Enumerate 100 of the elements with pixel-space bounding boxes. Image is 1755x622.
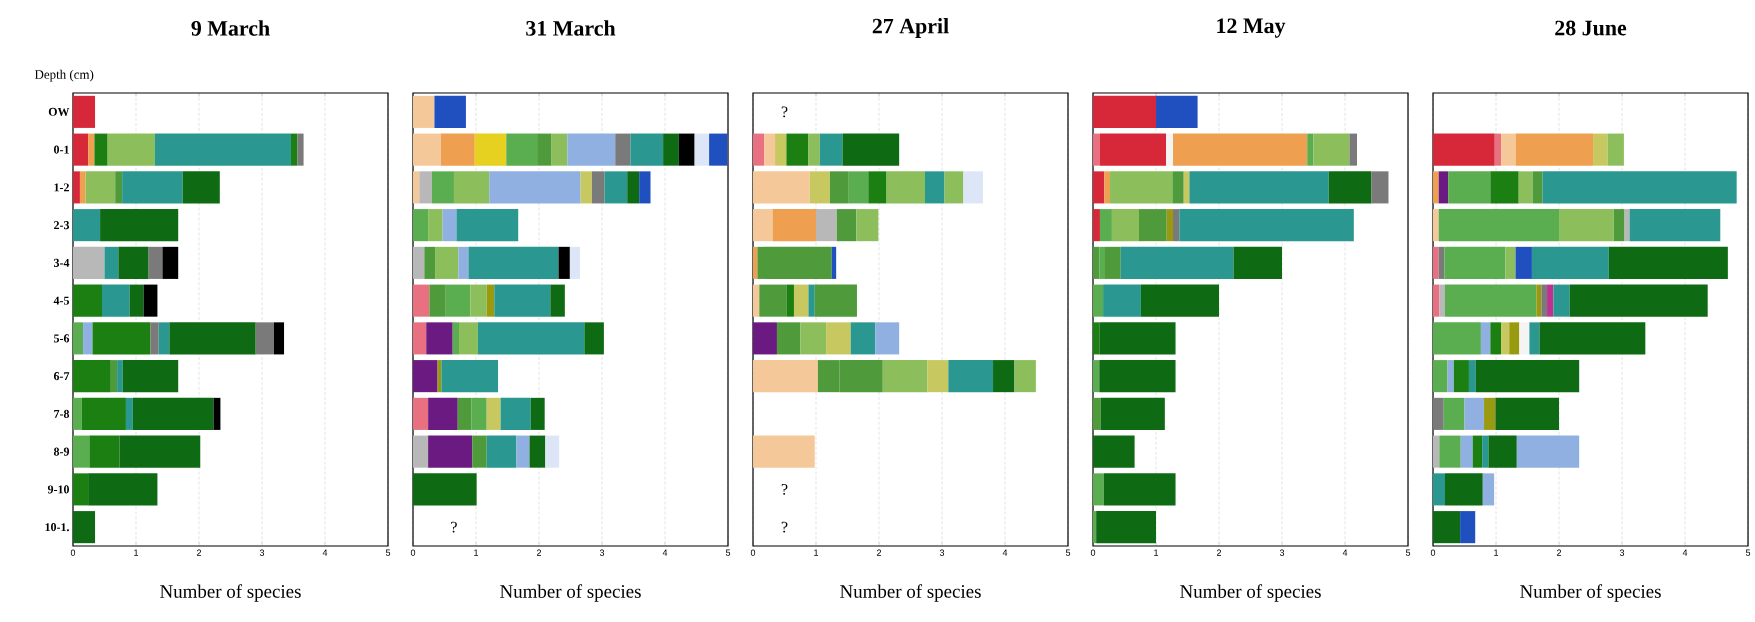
bar <box>1139 209 1167 242</box>
y-tick-label: 8-9 <box>53 447 70 456</box>
bar <box>79 171 86 204</box>
bar <box>413 435 429 468</box>
bar <box>868 171 887 204</box>
bar <box>1093 284 1104 317</box>
bar <box>486 397 501 430</box>
y-tick-label: 7-8 <box>54 409 70 418</box>
bar <box>1438 209 1560 242</box>
bar <box>419 171 432 204</box>
bar <box>1093 171 1105 204</box>
bar <box>786 284 794 317</box>
x-tick-label: 2 <box>196 549 202 556</box>
bar <box>842 133 900 166</box>
bar <box>1093 511 1097 544</box>
bar <box>948 360 994 393</box>
bar <box>470 284 487 317</box>
bar <box>793 284 809 317</box>
bar <box>786 133 809 166</box>
bar <box>1096 511 1157 544</box>
bar <box>1172 171 1184 204</box>
bar <box>580 171 592 204</box>
bar <box>819 133 843 166</box>
bar <box>1439 284 1445 317</box>
bar <box>489 171 581 204</box>
bar <box>1173 133 1308 166</box>
x-tick-label: 0 <box>750 549 756 556</box>
bar <box>413 322 427 355</box>
bar <box>1490 171 1519 204</box>
bar <box>122 171 183 204</box>
bar <box>1501 133 1516 166</box>
bar <box>753 133 765 166</box>
x-tick-label: 3 <box>599 549 605 556</box>
bar <box>1093 322 1100 355</box>
bar <box>1156 95 1198 128</box>
bar <box>694 133 710 166</box>
bar <box>1547 284 1554 317</box>
bar <box>158 322 170 355</box>
bar <box>753 435 815 468</box>
bar <box>615 133 631 166</box>
bar <box>1104 171 1111 204</box>
bar <box>1629 209 1721 242</box>
y-tick-label: 2-3 <box>54 221 70 230</box>
bar <box>1536 284 1542 317</box>
bar <box>115 171 123 204</box>
x-axis-title: Number of species <box>1520 584 1661 602</box>
chart-title: 9 March <box>191 20 270 36</box>
x-tick-label: 4 <box>1002 549 1008 556</box>
x-tick-label: 0 <box>70 549 76 556</box>
bar <box>537 133 552 166</box>
x-tick-label: 4 <box>1682 549 1688 556</box>
bar <box>1559 209 1614 242</box>
bar <box>759 284 787 317</box>
bar <box>88 133 95 166</box>
x-axis-title: Number of species <box>160 584 301 602</box>
bar <box>1553 284 1570 317</box>
bar <box>1460 511 1476 544</box>
bar <box>1433 397 1444 430</box>
bar <box>1100 397 1165 430</box>
bar <box>129 284 144 317</box>
bar <box>1111 209 1139 242</box>
bar <box>1539 322 1646 355</box>
y-tick-label: 3-4 <box>54 258 70 267</box>
bar <box>413 171 420 204</box>
bar <box>73 322 84 355</box>
bar <box>1464 397 1485 430</box>
bar <box>1433 209 1439 242</box>
bar <box>486 284 495 317</box>
x-tick-label: 3 <box>1619 549 1625 556</box>
bar <box>413 284 430 317</box>
y-tick-label: 6-7 <box>53 372 70 381</box>
x-tick-label: 5 <box>1405 549 1411 556</box>
bar <box>1529 322 1540 355</box>
bar <box>431 171 454 204</box>
bar <box>1495 397 1560 430</box>
x-tick-label: 5 <box>725 549 731 556</box>
bar <box>1515 246 1532 279</box>
bar <box>816 209 837 242</box>
x-tick-label: 3 <box>259 549 265 556</box>
bar <box>110 360 118 393</box>
bar <box>1460 435 1473 468</box>
bar <box>1103 473 1176 506</box>
bar <box>472 435 487 468</box>
bar <box>1166 209 1174 242</box>
x-tick-label: 0 <box>1430 549 1436 556</box>
bar <box>1518 171 1533 204</box>
bar <box>1371 171 1389 204</box>
x-tick-label: 4 <box>662 549 668 556</box>
bar <box>1093 133 1100 166</box>
x-tick-label: 2 <box>1216 549 1222 556</box>
bar <box>1433 284 1440 317</box>
bar <box>1613 209 1625 242</box>
bar <box>459 322 478 355</box>
bar <box>255 322 274 355</box>
bar <box>169 322 256 355</box>
bar <box>709 133 728 166</box>
y-tick-label: 1-2 <box>54 183 69 192</box>
x-axis-title: Number of species <box>1180 584 1321 602</box>
bar <box>452 322 459 355</box>
bar <box>1569 284 1708 317</box>
